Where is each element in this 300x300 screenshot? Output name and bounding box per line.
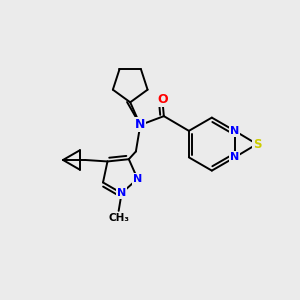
Text: N: N — [117, 188, 126, 198]
Text: N: N — [230, 126, 239, 136]
Text: CH₃: CH₃ — [108, 213, 129, 223]
Text: N: N — [135, 118, 146, 131]
Text: S: S — [253, 138, 261, 151]
Text: O: O — [157, 93, 168, 106]
Text: N: N — [230, 152, 239, 162]
Text: N: N — [133, 174, 142, 184]
